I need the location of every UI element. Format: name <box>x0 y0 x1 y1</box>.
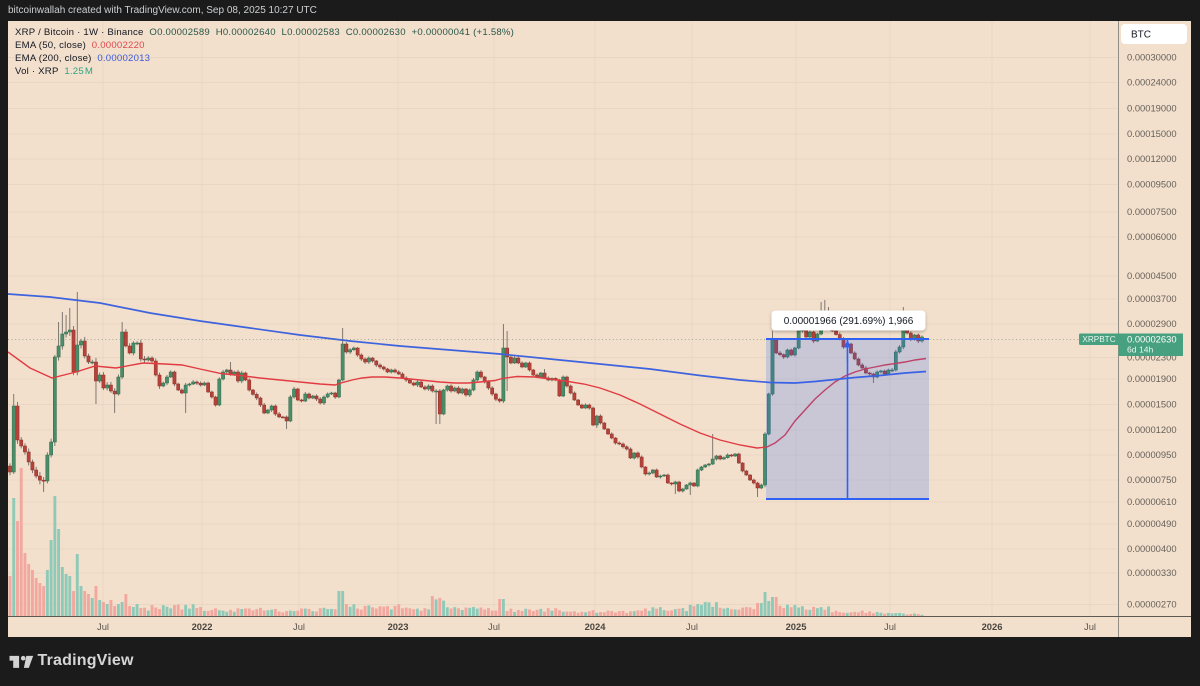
svg-text:0.00001966 (291.69%) 1,966: 0.00001966 (291.69%) 1,966 <box>784 316 914 327</box>
svg-text:0.00001900: 0.00001900 <box>1127 373 1177 384</box>
svg-text:0.00009500: 0.00009500 <box>1127 179 1177 190</box>
svg-text:0.00019000: 0.00019000 <box>1127 103 1177 114</box>
svg-text:0.00000400: 0.00000400 <box>1127 543 1177 554</box>
svg-text:0.00006000: 0.00006000 <box>1127 231 1177 242</box>
svg-text:0.00003700: 0.00003700 <box>1127 293 1177 304</box>
svg-text:2025: 2025 <box>786 621 807 632</box>
svg-text:0.00002630: 0.00002630 <box>1127 334 1177 345</box>
svg-text:6d 14h: 6d 14h <box>1127 345 1154 355</box>
svg-text:0.00002900: 0.00002900 <box>1127 318 1177 329</box>
svg-text:0.00024000: 0.00024000 <box>1127 77 1177 88</box>
svg-text:0.00000270: 0.00000270 <box>1127 599 1177 610</box>
svg-text:Jul: Jul <box>488 621 500 632</box>
svg-text:2026: 2026 <box>982 621 1003 632</box>
svg-text:0.00015000: 0.00015000 <box>1127 128 1177 139</box>
svg-text:BTC: BTC <box>1131 30 1151 41</box>
svg-text:0.00000490: 0.00000490 <box>1127 518 1177 529</box>
svg-text:0.00002300: 0.00002300 <box>1127 352 1177 363</box>
svg-text:Jul: Jul <box>686 621 698 632</box>
svg-text:2024: 2024 <box>585 621 607 632</box>
svg-text:0.00001200: 0.00001200 <box>1127 424 1177 435</box>
svg-text:0.00000750: 0.00000750 <box>1127 474 1177 485</box>
svg-text:0.00030000: 0.00030000 <box>1127 52 1177 63</box>
svg-text:0.00012000: 0.00012000 <box>1127 153 1177 164</box>
svg-text:0.00001500: 0.00001500 <box>1127 399 1177 410</box>
svg-text:Jul: Jul <box>1084 621 1096 632</box>
svg-text:2022: 2022 <box>192 621 213 632</box>
svg-text:Jul: Jul <box>884 621 896 632</box>
svg-text:0.00004500: 0.00004500 <box>1127 270 1177 281</box>
svg-text:XRPBTC: XRPBTC <box>1082 335 1115 344</box>
svg-text:0.00007500: 0.00007500 <box>1127 206 1177 217</box>
svg-text:Jul: Jul <box>293 621 305 632</box>
svg-text:0.00000610: 0.00000610 <box>1127 496 1177 507</box>
svg-text:0.00000950: 0.00000950 <box>1127 449 1177 460</box>
svg-text:0.00000330: 0.00000330 <box>1127 567 1177 578</box>
svg-text:2023: 2023 <box>388 621 409 632</box>
svg-text:Jul: Jul <box>97 621 109 632</box>
